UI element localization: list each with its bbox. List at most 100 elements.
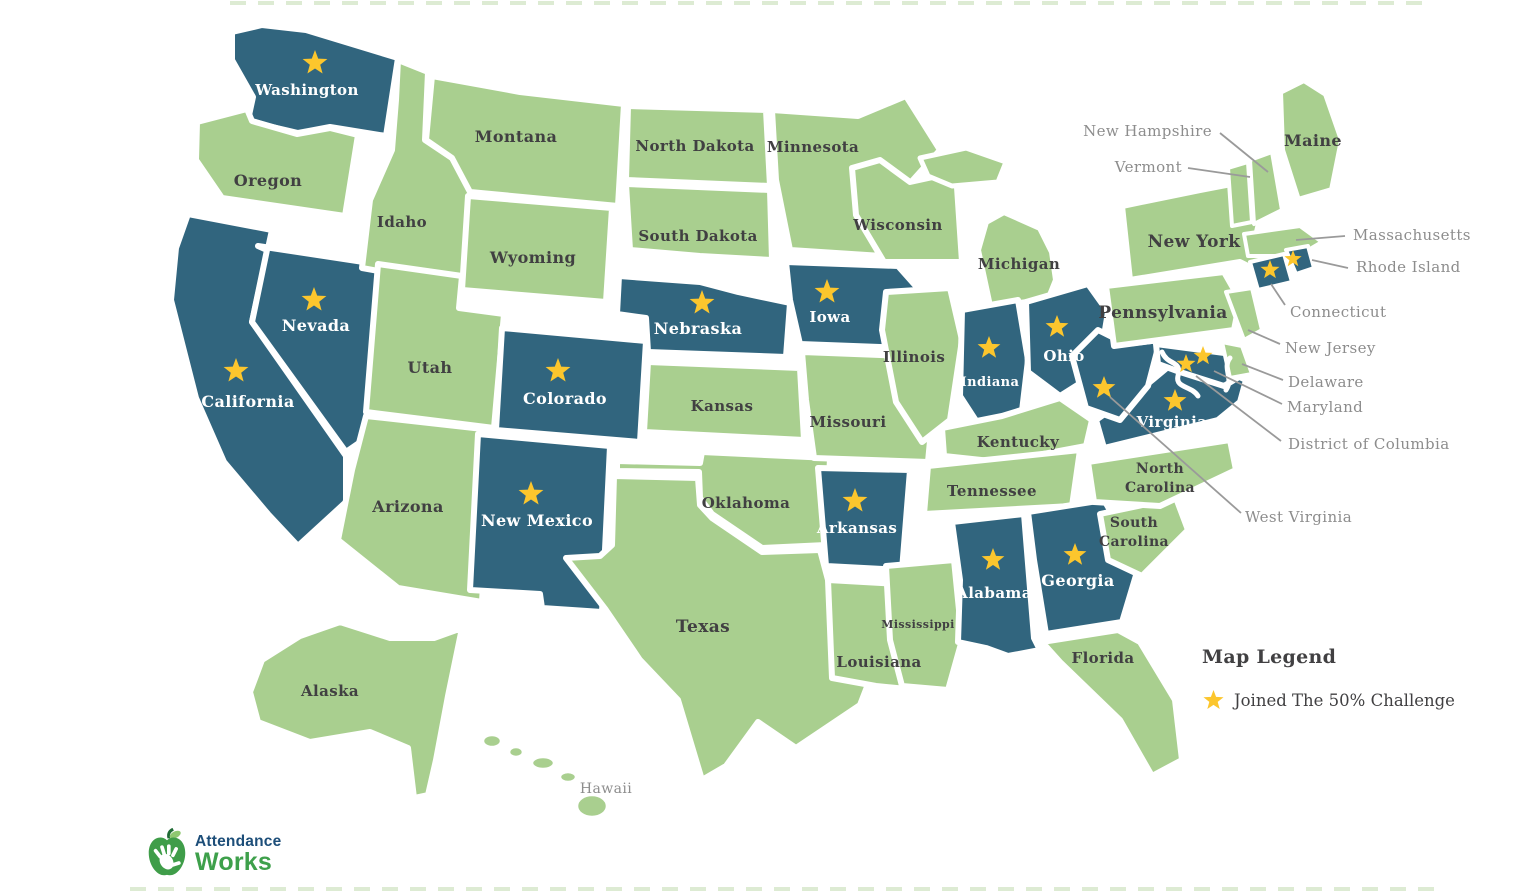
callout-label-connecticut: Connecticut — [1290, 303, 1386, 321]
state-label-colorado: Colorado — [523, 389, 607, 408]
state-label-new-york: New York — [1148, 232, 1242, 252]
state-label-alaska: Alaska — [300, 682, 359, 700]
state-label-florida: Florida — [1072, 649, 1135, 667]
star-icon-nebraska — [689, 290, 715, 314]
state-kansas — [641, 359, 807, 443]
leader-line-vermont — [1187, 167, 1251, 178]
legend-star-icon — [1203, 689, 1224, 710]
state-maine — [1277, 77, 1345, 203]
star-icon-nevada — [301, 287, 327, 311]
island-hawaii-1 — [507, 745, 525, 759]
state-label-washington: Washington — [254, 81, 359, 99]
state-label-wyoming: Wyoming — [489, 248, 576, 267]
star-icon-indiana — [977, 336, 1001, 358]
state-label-new-mexico: New Mexico — [481, 511, 593, 530]
state-wisconsin — [849, 157, 965, 265]
star-icon-ohio — [1045, 315, 1069, 337]
state-label-nebraska: Nebraska — [654, 319, 742, 338]
callout-label-new-hampshire: New Hampshire — [1083, 122, 1212, 140]
state-label-idaho: Idaho — [377, 213, 427, 231]
star-icon-alabama — [981, 548, 1005, 570]
state-illinois — [879, 285, 965, 445]
callout-label-new-jersey: New Jersey — [1285, 339, 1376, 357]
state-arizona — [335, 413, 495, 605]
state-label-minnesota: Minnesota — [767, 138, 859, 156]
state-new-hampshire — [1248, 150, 1284, 226]
star-icon-maryland — [1193, 346, 1213, 365]
state-montana — [423, 73, 627, 209]
logo-text: Attendance Works — [195, 833, 281, 876]
leader-line-maryland — [1213, 370, 1283, 405]
leader-line-new-jersey — [1247, 329, 1281, 345]
waterway-0 — [1159, 349, 1201, 399]
state-label-arkansas: Arkansas — [816, 519, 897, 537]
state-wyoming — [459, 193, 615, 305]
leader-line-connecticut — [1270, 283, 1286, 306]
state-label-kansas: Kansas — [691, 397, 754, 415]
rivers-layer — [1159, 349, 1233, 399]
star-icon-virginia — [1163, 389, 1187, 411]
star-icon-connecticut — [1260, 260, 1280, 279]
leader-line-massachusetts — [1295, 235, 1346, 241]
state-oklahoma — [614, 449, 833, 551]
state-label-oregon: Oregon — [234, 171, 302, 190]
state-utah — [363, 261, 507, 431]
island-hawaii-3 — [558, 770, 578, 784]
island-hawaii-2 — [530, 755, 556, 771]
state-alaska — [247, 619, 465, 801]
state-colorado — [493, 325, 649, 445]
map-legend: Map Legend Joined The 50% Challenge — [1202, 646, 1455, 712]
leader-line-delaware — [1241, 363, 1284, 381]
state-nebraska — [614, 273, 793, 360]
state-label-hawaii: Hawaii — [580, 781, 632, 797]
callout-label-rhode-island: Rhode Island — [1356, 258, 1461, 276]
state-michigan-upper-peninsula — [917, 145, 1009, 189]
state-label-georgia: Georgia — [1041, 571, 1114, 590]
state-label-wisconsin: Wisconsin — [852, 216, 942, 234]
star-icon-rhode-island — [1284, 250, 1302, 267]
state-label-nevada: Nevada — [282, 316, 350, 335]
state-label-alabama: Alabama — [955, 584, 1032, 602]
legend-title: Map Legend — [1202, 646, 1337, 668]
star-icon-washington — [302, 50, 328, 74]
star-icon-west-virginia — [1092, 376, 1116, 398]
state-texas — [563, 473, 885, 783]
state-labels-layer: Washington Oregon California Nevada Idaho Mon… — [201, 81, 1342, 797]
state-label-north-carolina: North Carolina — [1125, 461, 1195, 496]
state-label-maine: Maine — [1284, 131, 1342, 150]
states-layer — [168, 22, 1345, 819]
attendance-works-logo: Attendance Works — [146, 826, 281, 880]
waterway-1 — [1223, 355, 1233, 393]
star-icon-georgia — [1063, 543, 1087, 565]
state-label-california: California — [201, 392, 294, 411]
star-icon-district-of-columbia — [1176, 354, 1196, 373]
apple-hand-icon — [148, 827, 186, 876]
state-label-virginia: Virginia — [1136, 413, 1208, 431]
leader-line-rhode-island — [1311, 259, 1349, 269]
leader-line-new-hampshire — [1219, 132, 1269, 173]
state-label-kentucky: Kentucky — [977, 433, 1060, 451]
leader-line-west-virginia — [1109, 396, 1242, 514]
state-label-montana: Montana — [475, 127, 558, 146]
callout-label-vermont: Vermont — [1114, 158, 1182, 176]
state-mississippi — [883, 557, 965, 693]
state-alabama — [949, 511, 1043, 659]
state-label-oklahoma: Oklahoma — [702, 494, 791, 512]
star-icon-iowa — [814, 279, 840, 303]
state-label-arizona: Arizona — [371, 497, 443, 516]
state-label-south-carolina: South Carolina — [1099, 515, 1169, 550]
state-florida — [1039, 627, 1185, 779]
state-label-tennessee: Tennessee — [947, 482, 1037, 500]
legend-item: Joined The 50% Challenge — [1202, 689, 1455, 712]
state-label-texas: Texas — [676, 617, 730, 637]
callout-label-district-of-columbia: District of Columbia — [1288, 435, 1450, 453]
state-vermont — [1226, 160, 1254, 228]
logo-works-text: Works — [195, 847, 272, 876]
state-label-utah: Utah — [408, 358, 453, 377]
island-hawaii-0 — [481, 733, 503, 749]
callout-label-massachusetts: Massachusetts — [1353, 226, 1471, 244]
state-west-virginia — [1069, 327, 1163, 423]
state-label-mississippi: Mississippi — [881, 618, 954, 631]
